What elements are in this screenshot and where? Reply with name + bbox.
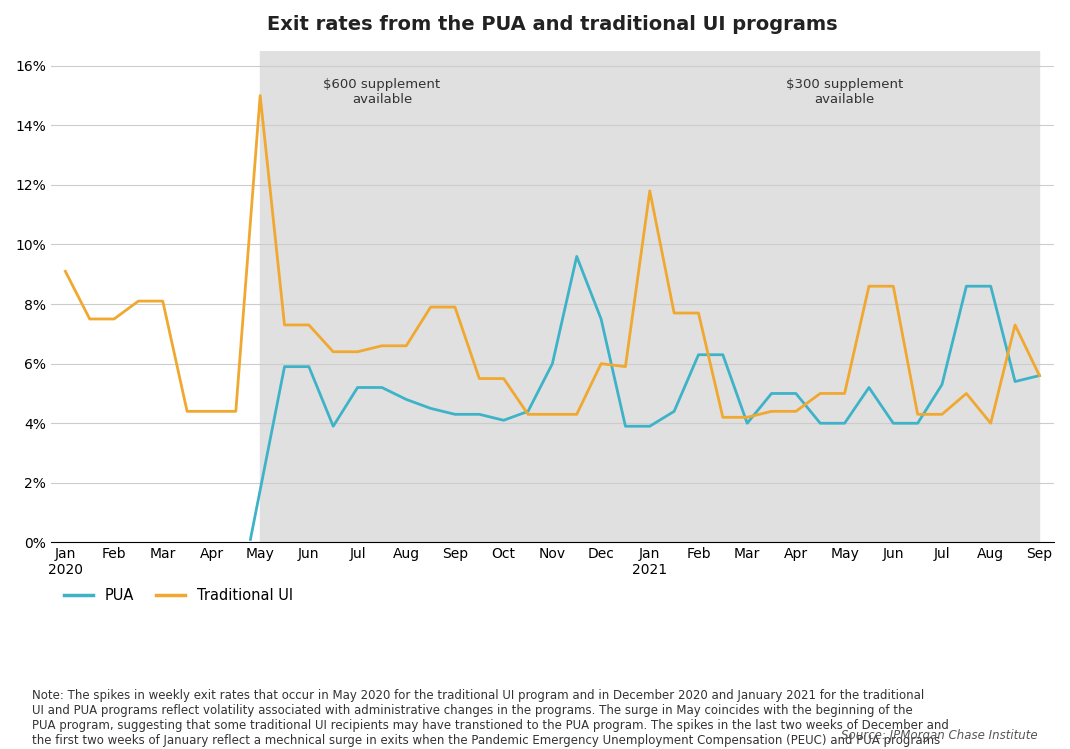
Legend: PUA, Traditional UI: PUA, Traditional UI <box>58 582 299 609</box>
Text: Note: The spikes in weekly exit rates that occur in May 2020 for the traditional: Note: The spikes in weekly exit rates th… <box>32 689 949 749</box>
Text: $300 supplement
available: $300 supplement available <box>786 78 903 106</box>
Text: Source: JPMorgan Chase Institute: Source: JPMorgan Chase Institute <box>841 729 1038 742</box>
Text: $600 supplement
available: $600 supplement available <box>323 78 441 106</box>
Bar <box>649 51 1039 542</box>
Title: Exit rates from the PUA and traditional UI programs: Exit rates from the PUA and traditional … <box>268 15 838 34</box>
Bar <box>260 51 649 542</box>
